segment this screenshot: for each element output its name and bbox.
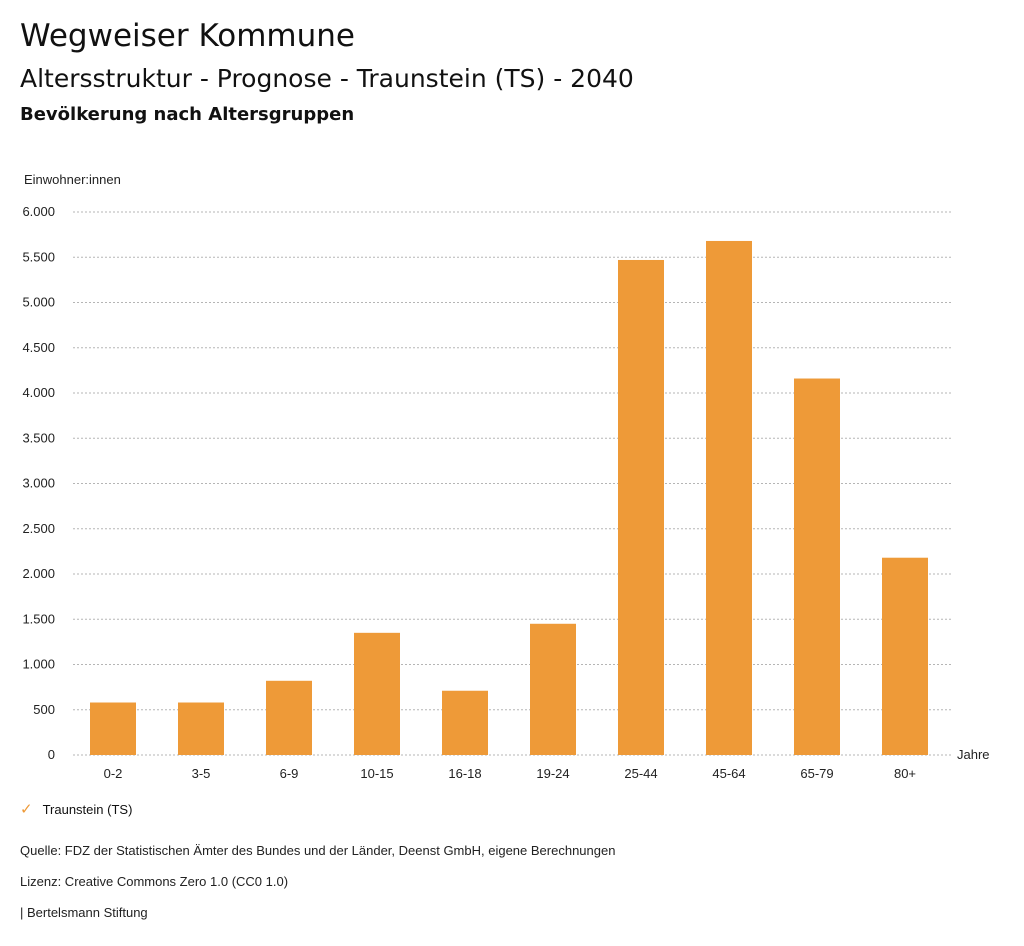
y-tick-labels: 0 500 1.000 1.500 2.000 2.500 3.000 3.500 4.000 4… [22,204,55,762]
license-note: Lizenz: Creative Commons Zero 1.0 (CC0 1… [20,874,289,889]
x-axis-label: Jahre [957,747,990,762]
bar-6-9[interactable] [266,680,312,755]
x-tick-label: 10-15 [360,766,393,781]
y-tick-label: 4.000 [22,385,55,400]
page-title: Wegweiser Kommune [20,18,355,54]
y-tick-label: 2.500 [22,521,55,536]
y-tick-label: 500 [33,702,55,717]
legend-label: Traunstein (TS) [42,802,133,817]
bar-16-18[interactable] [442,690,488,755]
bar-chart: Einwohner:innen 0 500 1.000 1.500 2.000 2.500… [22,172,990,781]
bar-45-64[interactable] [706,240,752,756]
y-tick-label: 3.000 [22,476,55,491]
x-tick-label: 6-9 [280,766,299,781]
publisher-note: | Bertelsmann Stiftung [20,905,148,920]
x-tick-label: 19-24 [536,766,569,781]
y-tick-label: 5.000 [22,295,55,310]
chart-subtitle: Altersstruktur - Prognose - Traunstein (… [20,64,634,93]
bars [90,240,928,756]
bar-19-24[interactable] [530,623,576,755]
y-tick-label: 3.500 [22,430,55,445]
bar-80+[interactable] [882,557,928,755]
y-tick-label: 4.500 [22,340,55,355]
x-tick-label: 65-79 [800,766,833,781]
y-tick-label: 1.500 [22,611,55,626]
x-tick-labels: 0-2 3-5 6-9 10-15 16-18 19-24 25-44 45-64 65-79 8… [104,766,916,781]
source-note: Quelle: FDZ der Statistischen Ämter des … [20,843,616,858]
y-tick-label: 1.000 [22,657,55,672]
bar-0-2[interactable] [90,702,136,755]
x-tick-label: 3-5 [192,766,211,781]
check-icon: ✓ [20,801,33,818]
bar-10-15[interactable] [354,632,400,755]
bar-65-79[interactable] [794,378,840,755]
y-tick-label: 5.500 [22,249,55,264]
bar-25-44[interactable] [618,259,664,755]
y-tick-label: 0 [48,747,55,762]
x-tick-label: 0-2 [104,766,123,781]
legend[interactable]: ✓ Traunstein (TS) [20,802,132,817]
y-tick-label: 2.000 [22,566,55,581]
x-tick-label: 16-18 [448,766,481,781]
x-tick-label: 45-64 [712,766,745,781]
bar-3-5[interactable] [178,702,224,755]
y-tick-label: 6.000 [22,204,55,219]
x-tick-label: 80+ [894,766,916,781]
y-axis-label: Einwohner:innen [24,172,121,187]
x-tick-label: 25-44 [624,766,657,781]
chart-subsubtitle: Bevölkerung nach Altersgruppen [20,104,355,125]
